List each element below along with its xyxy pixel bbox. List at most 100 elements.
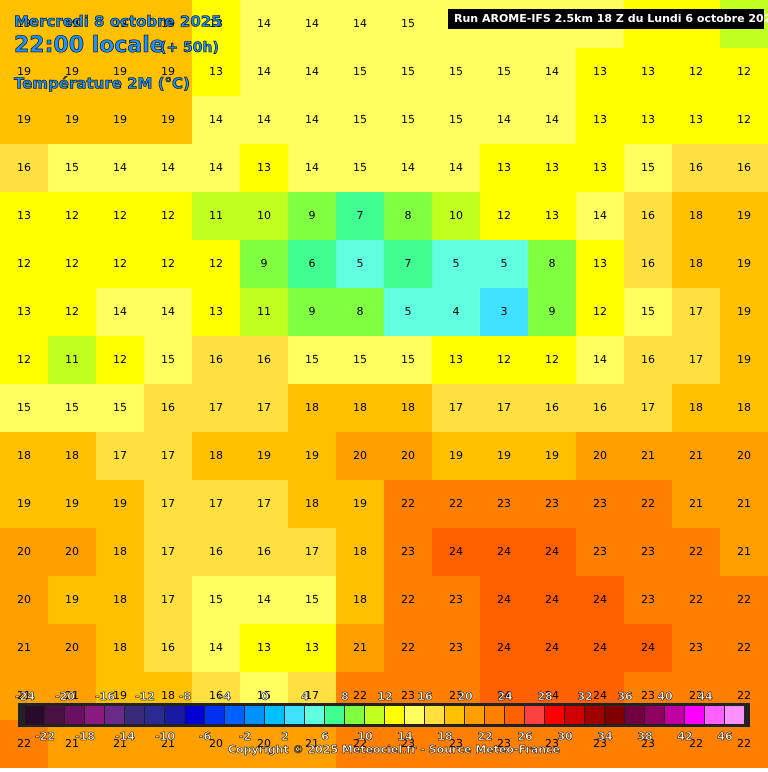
temperature-value: 16 <box>209 353 223 366</box>
temperature-value: 15 <box>449 113 463 126</box>
legend-label: -20 <box>55 690 75 703</box>
temperature-cell <box>240 48 289 97</box>
temperature-value: 22 <box>401 593 415 606</box>
temperature-value: 18 <box>305 401 319 414</box>
temperature-cell <box>48 480 97 529</box>
temperature-cell <box>0 624 49 673</box>
temperature-cell <box>144 624 193 673</box>
temperature-value: 17 <box>305 689 319 702</box>
temperature-cell <box>576 720 625 769</box>
temperature-value: 22 <box>689 593 703 606</box>
temperature-value: 19 <box>113 17 127 30</box>
legend-label: 18 <box>437 730 452 743</box>
temperature-cell <box>528 144 577 193</box>
temperature-value: 19 <box>737 257 751 270</box>
temperature-value: 23 <box>497 737 511 750</box>
temperature-value: 8 <box>549 257 556 270</box>
legend-label: -24 <box>15 690 35 703</box>
legend-swatch <box>725 706 744 724</box>
temperature-value: 12 <box>65 257 79 270</box>
temperature-cell <box>48 384 97 433</box>
temperature-cell <box>432 144 481 193</box>
temperature-value: 24 <box>545 689 559 702</box>
legend-swatch <box>685 706 704 724</box>
temperature-value: 18 <box>305 497 319 510</box>
temperature-cell <box>384 192 433 241</box>
temperature-cell <box>432 192 481 241</box>
legend-label: 30 <box>557 730 573 743</box>
temperature-value: 24 <box>593 593 607 606</box>
temperature-value: 21 <box>689 449 703 462</box>
temperature-value: 14 <box>305 65 319 78</box>
legend-label: -2 <box>239 730 251 743</box>
temperature-cell <box>576 528 625 577</box>
temperature-value: 21 <box>17 641 31 654</box>
temperature-value: 15 <box>161 353 175 366</box>
temperature-cell <box>384 240 433 289</box>
temperature-value: 19 <box>737 209 751 222</box>
temperature-cell <box>480 192 529 241</box>
temperature-cell <box>192 720 241 769</box>
legend-swatch <box>485 706 504 724</box>
temperature-value: 19 <box>257 449 271 462</box>
temperature-value: 14 <box>209 641 223 654</box>
temperature-value: 19 <box>113 497 127 510</box>
temperature-value: 22 <box>353 737 367 750</box>
time: 22:00 locale <box>14 33 165 58</box>
temperature-value: 22 <box>401 641 415 654</box>
temperature-cell <box>720 576 768 625</box>
temperature-cell <box>240 288 289 337</box>
temperature-cell <box>384 384 433 433</box>
temperature-value: 12 <box>497 209 511 222</box>
temperature-value: 20 <box>65 545 79 558</box>
temperature-value: 12 <box>737 65 751 78</box>
temperature-value: 11 <box>65 353 79 366</box>
temperature-value: 13 <box>593 65 607 78</box>
temperature-cell <box>0 48 49 97</box>
legend-swatch <box>305 706 324 724</box>
temperature-value: 7 <box>357 209 364 222</box>
temperature-cell <box>384 720 433 769</box>
temperature-cell <box>624 624 673 673</box>
temperature-cell <box>432 576 481 625</box>
temperature-value: 18 <box>113 641 127 654</box>
temperature-value: 19 <box>305 449 319 462</box>
temperature-cell <box>624 288 673 337</box>
temperature-cell <box>672 720 721 769</box>
temperature-cell <box>672 240 721 289</box>
temperature-cell <box>672 192 721 241</box>
temperature-value: 19 <box>17 65 31 78</box>
temperature-value: 14 <box>305 161 319 174</box>
temperature-value: 14 <box>257 113 271 126</box>
temperature-cell <box>672 288 721 337</box>
temperature-value: 24 <box>497 641 511 654</box>
temperature-value: 24 <box>593 689 607 702</box>
temperature-value: 12 <box>209 257 223 270</box>
temperature-value: 15 <box>401 113 415 126</box>
temperature-cell <box>432 384 481 433</box>
temperature-value: 24 <box>593 641 607 654</box>
temperature-cell <box>336 720 385 769</box>
temperature-cell <box>0 96 49 145</box>
temperature-cell <box>384 48 433 97</box>
temperature-value: 16 <box>737 161 751 174</box>
temperature-value: 14 <box>161 161 175 174</box>
temperature-cell <box>432 48 481 97</box>
temperature-value: 22 <box>641 497 655 510</box>
temperature-value: 16 <box>257 353 271 366</box>
temperature-value: 15 <box>353 65 367 78</box>
temperature-value: 24 <box>545 641 559 654</box>
legend-label: 32 <box>577 690 592 703</box>
temperature-cell <box>624 384 673 433</box>
temperature-cell <box>528 336 577 385</box>
temperature-value: 21 <box>353 641 367 654</box>
temperature-value: 12 <box>113 257 127 270</box>
temperature-cell <box>672 624 721 673</box>
temperature-cell <box>624 192 673 241</box>
temperature-cell <box>240 96 289 145</box>
temperature-value: 19 <box>17 17 31 30</box>
temperature-value: 8 <box>405 209 412 222</box>
temperature-cell <box>48 240 97 289</box>
temperature-cell <box>384 480 433 529</box>
